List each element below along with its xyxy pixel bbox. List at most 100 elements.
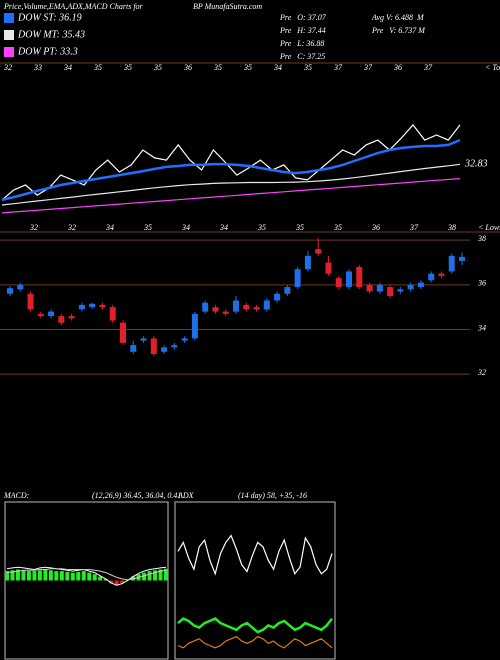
header-stat: Pre O: 37.07 — [279, 13, 327, 22]
candle-body — [78, 304, 85, 310]
low-label: 34 — [219, 223, 228, 232]
histogram-bar — [26, 571, 31, 581]
histogram-bar — [21, 570, 26, 581]
macd-params: (12,26,9) 36.45, 36.04, 0.41 — [92, 491, 181, 500]
histogram-bar — [142, 572, 147, 581]
histogram-bar — [81, 571, 86, 581]
top-label: 37 — [363, 63, 373, 72]
candle-body — [397, 289, 404, 292]
histogram-bar — [153, 570, 158, 581]
candle-body — [202, 302, 209, 312]
candle-body — [161, 347, 168, 352]
candle-body — [387, 287, 394, 296]
y-tick-label: 36 — [477, 279, 486, 288]
candle-body — [253, 307, 260, 310]
histogram-bar — [164, 568, 168, 581]
top-label: 35 — [243, 63, 252, 72]
low-label: 35 — [333, 223, 342, 232]
candle-body — [109, 307, 116, 321]
top-label: 35 — [123, 63, 132, 72]
low-label: 36 — [371, 223, 380, 232]
legend-label: DOW PT: 33.3 — [17, 46, 78, 57]
top-label: 35 — [213, 63, 222, 72]
candle-body — [191, 313, 198, 339]
top-label: 34 — [273, 63, 282, 72]
legend-swatch — [4, 47, 14, 57]
top-label: 37 — [333, 63, 343, 72]
top-label: 36 — [393, 63, 402, 72]
histogram-bar — [120, 580, 125, 583]
candle-body — [68, 316, 75, 319]
candle-body — [346, 271, 352, 288]
chart-subtitle: BP MunafaSutra.com — [193, 2, 262, 11]
candle-body — [140, 338, 147, 341]
histogram-bar — [87, 572, 92, 581]
candle-body — [263, 300, 270, 310]
candle-body — [181, 338, 188, 341]
histogram-bar — [98, 576, 103, 581]
candle-body — [27, 293, 34, 310]
top-label: 35 — [153, 63, 162, 72]
last-label: 32.83 — [464, 158, 488, 169]
header-stat: Pre C: 37.25 — [279, 52, 325, 61]
candle-body — [233, 300, 239, 312]
histogram-bar — [54, 571, 59, 581]
histogram-bar — [32, 571, 37, 581]
top-label: 37 — [423, 63, 433, 72]
series-line — [1, 178, 461, 214]
candle-body — [274, 293, 281, 301]
histogram-bar — [70, 572, 75, 581]
candle-body — [304, 255, 311, 270]
candle-body — [120, 322, 126, 343]
y-tick-label: 38 — [477, 234, 486, 243]
histogram-bar — [15, 569, 20, 581]
top-label: 32 — [3, 63, 12, 72]
candle-body — [376, 284, 383, 292]
histogram-bar — [65, 571, 70, 581]
histogram-bar — [48, 570, 53, 581]
histogram-bar — [76, 571, 81, 581]
candle-body — [243, 304, 250, 310]
y-tick-label: 32 — [477, 368, 486, 377]
low-label: 35 — [295, 223, 304, 232]
histogram-bar — [37, 570, 42, 581]
candle-body — [7, 288, 13, 294]
histogram-bar — [43, 569, 48, 581]
legend-label: DOW MT: 35.43 — [17, 29, 85, 40]
candle-body — [315, 249, 322, 254]
top-label: 34 — [63, 63, 72, 72]
top-label: 35 — [303, 63, 312, 72]
header-stat: Pre V: 6.737 M — [371, 26, 426, 35]
legend-swatch — [4, 30, 14, 40]
top-label: 33 — [33, 63, 42, 72]
candle-body — [459, 256, 465, 261]
histogram-bar — [92, 574, 97, 581]
candle-body — [335, 278, 342, 288]
candle-body — [37, 313, 44, 317]
histogram-bar — [103, 578, 108, 581]
low-label: 34 — [181, 223, 190, 232]
candle-body — [150, 338, 157, 355]
histogram-bar — [10, 570, 15, 581]
adx-line — [177, 635, 333, 649]
y-tick-label: 34 — [477, 323, 486, 332]
macd-line — [6, 566, 167, 586]
histogram-bar — [114, 580, 119, 586]
adx-line — [177, 617, 333, 634]
low-label: 38 — [447, 223, 456, 232]
histogram-bar — [158, 569, 163, 581]
adx-title: ADX — [177, 491, 195, 500]
histogram-bar — [147, 571, 152, 581]
adx-params: (14 day) 58, +35, -16 — [238, 491, 307, 500]
series-line — [1, 163, 461, 206]
candle-body — [222, 311, 229, 314]
top-label: 36 — [183, 63, 192, 72]
candle-body — [294, 269, 301, 288]
candle-body — [356, 266, 363, 288]
chart-title: Price,Volume,EMA,ADX,MACD Charts for — [3, 2, 144, 11]
candle-body — [438, 273, 445, 276]
low-label: 32 — [29, 223, 38, 232]
candle-body — [89, 303, 96, 308]
